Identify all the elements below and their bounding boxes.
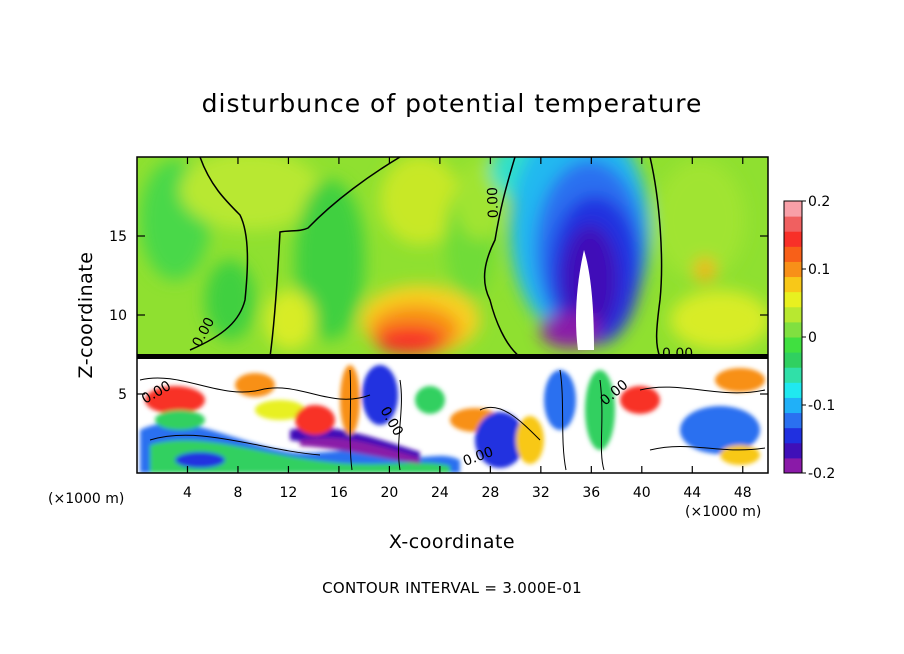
colorbar-segment (784, 367, 802, 383)
x-axis-label: X-coordinate (389, 531, 515, 553)
x-tick-label: 36 (582, 485, 600, 501)
x-tick-label: 28 (481, 485, 499, 501)
lower-contours (139, 369, 766, 471)
x-units-left: (×1000 m) (48, 491, 124, 507)
colorbar-segment (784, 337, 802, 353)
x-tick-label: 16 (330, 485, 348, 501)
x-tick-label: 20 (380, 485, 398, 501)
x-tick-label: 8 (233, 485, 242, 501)
contour-interval-note: CONTOUR INTERVAL = 3.000E-01 (322, 579, 582, 597)
colorbar-segment (784, 261, 802, 278)
colorbar-segment (784, 382, 802, 398)
heatmap-field (137, 157, 768, 473)
colorbar-tick-label: 0.1 (808, 262, 830, 278)
cold-core-white (576, 250, 594, 350)
y-axis: 5 10 15 (109, 229, 768, 403)
contour-label: 0.00 (662, 346, 693, 362)
x-tick-label: 44 (683, 485, 701, 501)
x-axis: 4 8 12 16 20 24 28 32 36 40 44 48 (183, 157, 752, 501)
colorbar-segment (784, 291, 802, 308)
colorbar-segment (784, 201, 802, 217)
y-tick-label: 15 (109, 229, 127, 245)
colorbar-segment (784, 276, 802, 293)
contour-line-left (189, 157, 249, 351)
colorbar-segment (784, 352, 802, 368)
y-tick-label: 5 (118, 387, 127, 403)
y-tick-label: 10 (109, 308, 127, 324)
x-tick-label: 24 (431, 485, 449, 501)
x-tick-label: 40 (633, 485, 651, 501)
colorbar-segment (784, 216, 802, 232)
lower-blobs (140, 365, 765, 473)
colorbar-segment (784, 246, 802, 262)
colorbar-segment (784, 427, 802, 444)
colorbar-tick-label: -0.2 (808, 466, 835, 482)
colorbar-tick-label: 0 (808, 330, 817, 346)
colorbar-segment (784, 306, 802, 323)
x-tick-label: 32 (532, 485, 550, 501)
colorbar-segment (784, 457, 802, 474)
colorbar-tick-label: 0.2 (808, 194, 830, 210)
zero-contours (189, 157, 663, 358)
colorbar-segment (784, 231, 802, 247)
colorbar-segment (784, 442, 802, 459)
contour-label: 0.00 (485, 187, 502, 219)
y-axis-label: Z-coordinate (75, 252, 97, 379)
x-tick-label: 12 (280, 485, 298, 501)
contour-line-far-right (649, 157, 663, 358)
inversion-band (137, 354, 768, 359)
upper-blobs (140, 157, 768, 355)
x-tick-label: 48 (734, 485, 752, 501)
x-units-right: (×1000 m) (685, 504, 761, 520)
colorbar-segment (784, 412, 802, 429)
colorbar: 0.2 0.1 0 -0.1 -0.2 (783, 194, 835, 482)
colorbar-segment (784, 397, 802, 414)
contour-line-right (483, 157, 521, 358)
colorbar-segment (784, 321, 802, 338)
colorbar-tick-label: -0.1 (808, 398, 835, 414)
chart-title: disturbunce of potential temperature (202, 89, 703, 118)
x-tick-label: 4 (183, 485, 192, 501)
contour-line-mid (269, 157, 401, 358)
